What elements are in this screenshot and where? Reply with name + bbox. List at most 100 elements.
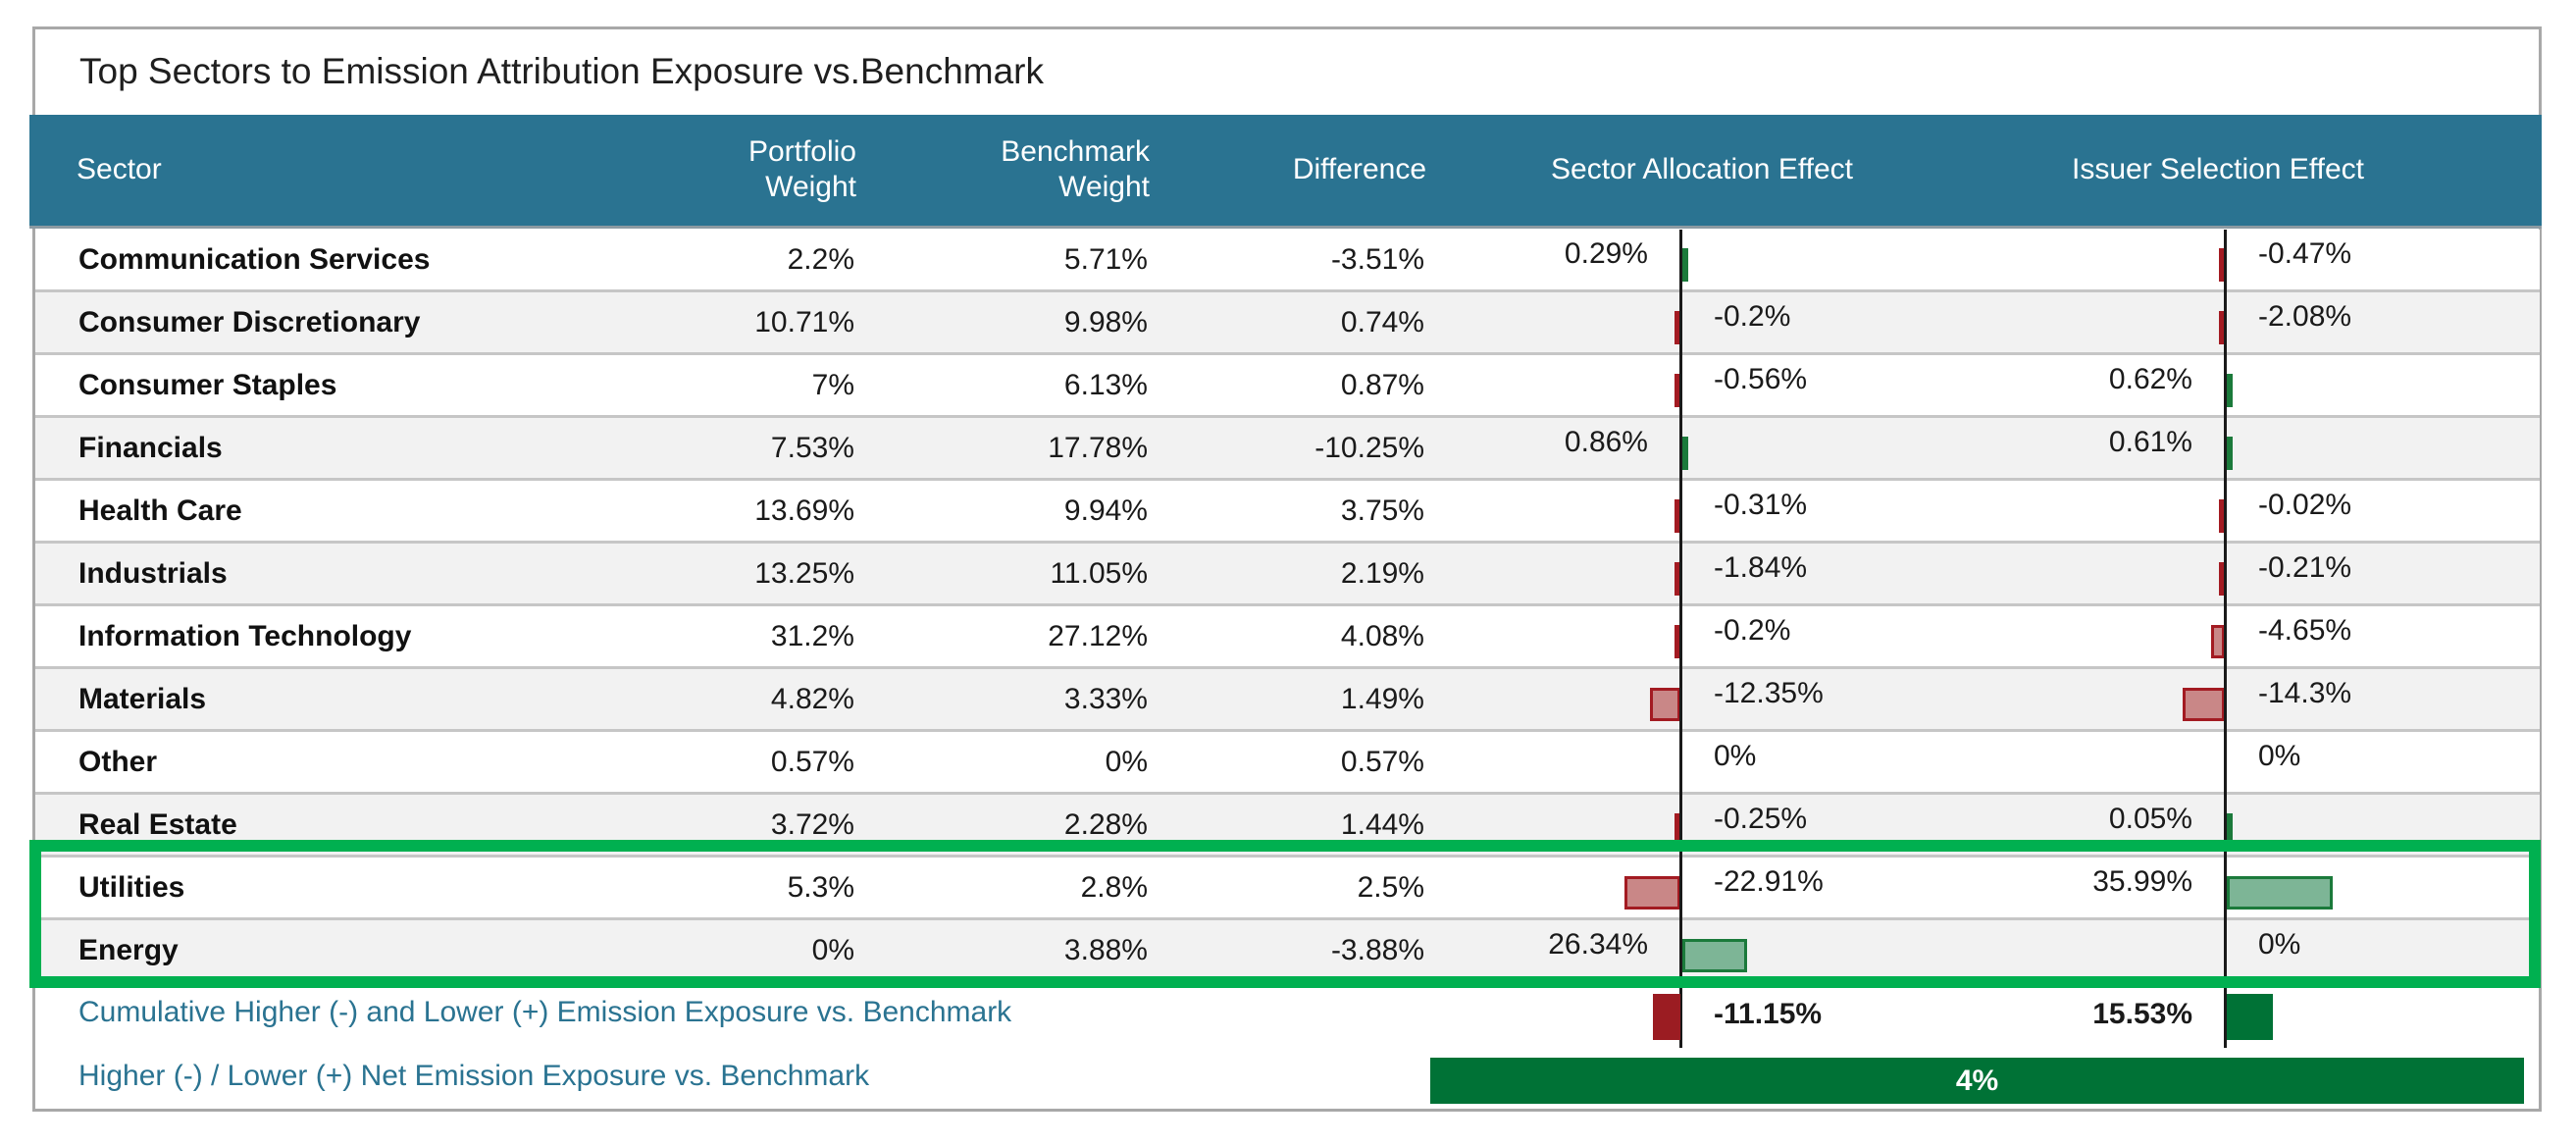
difference-value: 1.49% [1340, 683, 1424, 715]
allocation-effect-bar [1674, 499, 1680, 533]
table-row: Other 0.57% 0% 0.57% [35, 732, 2540, 795]
difference-value: 4.08% [1340, 620, 1424, 652]
difference-value: 0.74% [1340, 306, 1424, 338]
benchmark-weight: 5.71% [1063, 243, 1148, 276]
portfolio-weight: 3.72% [770, 808, 854, 841]
header-portfolio-weight-line2: Weight [765, 171, 856, 203]
portfolio-weight: 4.82% [770, 683, 854, 715]
sector-name: Utilities [78, 871, 185, 904]
benchmark-weight: 11.05% [1050, 557, 1148, 590]
benchmark-weight: 3.88% [1063, 934, 1148, 966]
portfolio-weight: 7.53% [770, 432, 854, 464]
table-header: Sector Portfolio Weight Benchmark Weight… [29, 115, 2542, 229]
allocation-effect-value: 0% [1714, 740, 1757, 772]
sector-name: Information Technology [78, 620, 412, 652]
cumulative-allocation-bar [1653, 994, 1680, 1040]
allocation-effect-bar [1682, 437, 1688, 470]
header-portfolio-weight: Portfolio Weight [748, 134, 856, 205]
portfolio-weight: 13.25% [754, 557, 854, 590]
difference-value: 2.5% [1357, 871, 1424, 904]
difference-value: -3.51% [1330, 243, 1424, 276]
selection-effect-value: 0% [2258, 740, 2301, 772]
allocation-effect-bar [1682, 248, 1688, 282]
net-exposure-value: 4% [1955, 1065, 1999, 1097]
allocation-effect-bar [1682, 939, 1747, 972]
allocation-effect-bar [1674, 311, 1680, 344]
header-portfolio-weight-line1: Portfolio [747, 135, 856, 168]
selection-effect-value: 35.99% [2092, 865, 2192, 898]
selection-effect-bar [2219, 562, 2225, 596]
portfolio-weight: 31.2% [770, 620, 854, 652]
benchmark-weight: 9.98% [1063, 306, 1148, 338]
allocation-effect-bar [1650, 688, 1680, 721]
sector-name: Consumer Staples [78, 369, 337, 401]
cumulative-selection-value: 15.53% [2092, 998, 2192, 1030]
sector-name: Industrials [78, 557, 228, 590]
portfolio-weight: 2.2% [787, 243, 854, 276]
cumulative-allocation-value: -11.15% [1714, 998, 1823, 1030]
allocation-effect-bar [1674, 625, 1680, 658]
portfolio-weight: 7% [811, 369, 854, 401]
net-exposure-bar: 4% [1430, 1058, 2524, 1104]
selection-effect-bar [2227, 876, 2333, 910]
allocation-effect-value: -1.84% [1714, 551, 1808, 584]
table-row: Information Technology 31.2% 27.12% 4.08% [35, 606, 2540, 669]
selection-effect-bar [2219, 499, 2225, 533]
table-row: Financials 7.53% 17.78% -10.25% [35, 418, 2540, 481]
benchmark-weight: 6.13% [1063, 369, 1148, 401]
benchmark-weight: 3.33% [1063, 683, 1148, 715]
net-label: Higher (-) / Lower (+) Net Emission Expo… [78, 1060, 870, 1092]
portfolio-weight: 5.3% [787, 871, 854, 904]
allocation-effect-bar [1623, 876, 1680, 910]
allocation-axis-line [1679, 230, 1682, 1048]
selection-effect-bar [2218, 311, 2225, 344]
allocation-effect-bar [1674, 374, 1680, 407]
allocation-effect-value: 0.29% [1564, 237, 1648, 270]
selection-effect-bar [2211, 625, 2225, 658]
difference-value: -3.88% [1330, 934, 1424, 966]
sector-name: Energy [78, 934, 179, 966]
portfolio-weight: 0.57% [770, 746, 854, 778]
benchmark-weight: 0% [1105, 746, 1148, 778]
header-issuer-selection-effect: Issuer Selection Effect [2072, 153, 2364, 185]
difference-value: 0.57% [1340, 746, 1424, 778]
sector-name: Materials [78, 683, 207, 715]
sector-name: Other [78, 746, 158, 778]
allocation-effect-value: -22.91% [1714, 865, 1824, 898]
selection-effect-value: 0.05% [2108, 803, 2192, 835]
selection-effect-value: -0.21% [2258, 551, 2352, 584]
selection-effect-value: -0.47% [2258, 237, 2352, 270]
header-difference: Difference [1292, 153, 1426, 185]
portfolio-weight: 10.71% [754, 306, 854, 338]
allocation-effect-value: -12.35% [1714, 677, 1824, 709]
cumulative-selection-bar [2227, 994, 2273, 1040]
portfolio-weight: 0% [811, 934, 854, 966]
difference-value: 0.87% [1340, 369, 1424, 401]
header-sector-allocation-effect: Sector Allocation Effect [1551, 153, 1853, 185]
sector-name: Consumer Discretionary [78, 306, 421, 338]
table-row: Utilities 5.3% 2.8% 2.5% [35, 858, 2540, 920]
table-row: Materials 4.82% 3.33% 1.49% [35, 669, 2540, 732]
header-sector: Sector [77, 153, 162, 185]
selection-effect-bar [2183, 688, 2225, 721]
sector-name: Financials [78, 432, 223, 464]
selection-effect-value: 0% [2258, 928, 2301, 961]
table-row: Health Care 13.69% 9.94% 3.75% [35, 481, 2540, 544]
benchmark-weight: 9.94% [1063, 494, 1148, 527]
benchmark-weight: 27.12% [1048, 620, 1148, 652]
allocation-effect-value: 0.86% [1564, 426, 1648, 458]
header-benchmark-weight: Benchmark Weight [1001, 134, 1150, 205]
selection-effect-bar [2227, 437, 2233, 470]
selection-axis-line [2224, 230, 2227, 1048]
selection-effect-value: -14.3% [2258, 677, 2352, 709]
benchmark-weight: 17.78% [1048, 432, 1148, 464]
portfolio-weight: 13.69% [754, 494, 854, 527]
table-row: Consumer Discretionary 10.71% 9.98% 0.74% [35, 292, 2540, 355]
selection-effect-value: -4.65% [2258, 614, 2352, 647]
allocation-effect-value: 26.34% [1548, 928, 1648, 961]
selection-effect-value: -2.08% [2258, 300, 2352, 333]
panel-title: Top Sectors to Emission Attribution Expo… [79, 51, 1044, 91]
difference-value: 2.19% [1340, 557, 1424, 590]
difference-value: 1.44% [1340, 808, 1424, 841]
sector-name: Communication Services [78, 243, 431, 276]
